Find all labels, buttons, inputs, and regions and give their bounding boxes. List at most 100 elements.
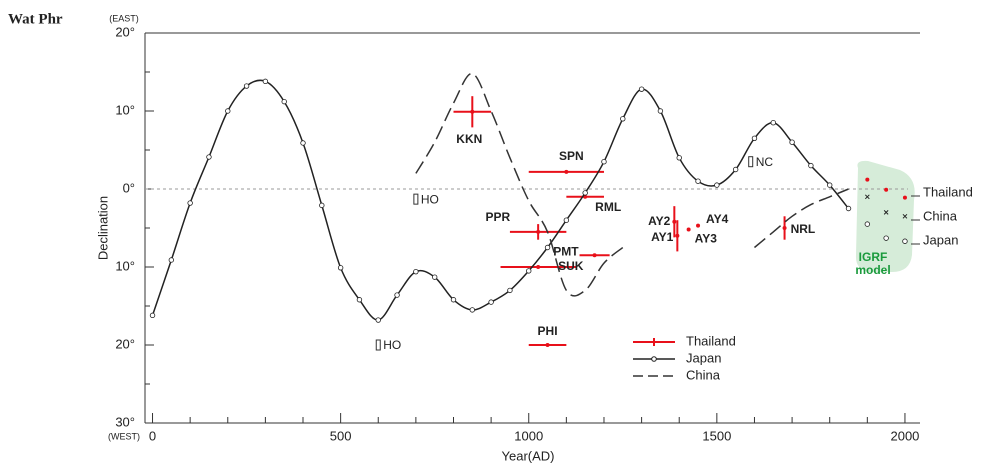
point-label: PPR xyxy=(485,210,510,224)
japan-point xyxy=(582,190,588,196)
japan-point xyxy=(394,292,400,298)
china-line xyxy=(753,188,849,249)
japan-point xyxy=(281,98,287,105)
thailand-point xyxy=(592,253,597,258)
point-label: RML xyxy=(595,200,621,214)
japan-point xyxy=(638,86,645,92)
annotation-label: HO xyxy=(383,338,401,352)
point-label: PHI xyxy=(538,324,558,338)
thailand-point xyxy=(672,219,677,224)
japan-point xyxy=(563,217,570,223)
point-label: AY1 xyxy=(651,230,674,244)
point-label: SPN xyxy=(559,149,584,163)
point-label: NRL xyxy=(791,222,816,236)
thailand-point xyxy=(782,226,787,230)
igrf-point xyxy=(865,177,870,182)
japan-point xyxy=(544,244,551,251)
japan-point xyxy=(206,154,212,160)
igrf-point xyxy=(864,194,870,200)
japan-point xyxy=(413,268,419,275)
japan-point xyxy=(808,162,814,169)
japan-point xyxy=(168,257,175,263)
igrf-point xyxy=(883,235,889,241)
china-line xyxy=(415,72,624,297)
annotation-box xyxy=(748,156,754,168)
legend-label: China xyxy=(686,367,721,382)
japan-point xyxy=(601,158,607,165)
japan-point xyxy=(450,297,457,303)
y-tick-label: 30° xyxy=(115,414,135,429)
point-label: AY4 xyxy=(706,212,729,226)
thailand-point xyxy=(686,227,691,232)
point-label: SUK xyxy=(558,259,584,273)
thailand-point xyxy=(536,265,541,269)
x-tick-label: 1500 xyxy=(702,428,731,443)
igrf-series-label: Thailand xyxy=(923,184,973,199)
y-top-note: (EAST) xyxy=(109,13,139,23)
point-label: PMT xyxy=(553,244,579,258)
igrf-label: IGRF model xyxy=(855,250,890,277)
igrf-point xyxy=(883,210,889,215)
igrf-point xyxy=(884,187,889,192)
thailand-point xyxy=(536,229,541,234)
japan-point xyxy=(356,297,363,303)
japan-point xyxy=(187,200,193,206)
japan-point xyxy=(469,307,476,313)
x-axis-label: Year(AD) xyxy=(502,448,555,463)
thailand-point xyxy=(675,233,680,238)
japan-point xyxy=(488,299,494,305)
japan-point xyxy=(732,166,739,173)
annotation-box xyxy=(375,339,381,351)
y-bottom-note: (WEST) xyxy=(108,431,140,441)
legend-swatch xyxy=(651,356,657,362)
japan-point xyxy=(845,205,852,212)
japan-point xyxy=(676,155,682,161)
japan-point xyxy=(262,78,269,85)
x-tick-label: 0 xyxy=(149,428,156,443)
annotation-box xyxy=(413,193,419,205)
japan-point xyxy=(657,108,664,114)
x-tick-label: 500 xyxy=(330,428,352,443)
igrf-point xyxy=(902,238,908,244)
y-tick-label: 20° xyxy=(115,24,135,39)
japan-point xyxy=(319,202,325,209)
japan-point xyxy=(507,287,513,294)
japan-point xyxy=(620,116,626,122)
thailand-point xyxy=(696,223,701,228)
annotation-label: HO xyxy=(421,192,439,206)
igrf-point xyxy=(902,213,908,219)
thailand-point xyxy=(545,343,550,347)
igrf-series-label: Japan xyxy=(923,232,958,247)
x-tick-label: 2000 xyxy=(890,428,919,443)
japan-point xyxy=(375,317,381,323)
point-label: KKN xyxy=(456,132,482,146)
igrf-region xyxy=(855,160,915,272)
page-title: Wat Phr xyxy=(8,11,63,27)
japan-point xyxy=(243,83,250,89)
igrf-point xyxy=(902,195,907,200)
point-label: AY2 xyxy=(648,214,671,228)
x-tick-label: 1000 xyxy=(514,428,543,443)
y-axis-label: Declination xyxy=(95,196,110,260)
igrf-point xyxy=(864,221,871,227)
japan-point xyxy=(714,182,720,188)
japan-point xyxy=(300,140,306,146)
igrf-series-label: China xyxy=(923,208,958,223)
legend-label: Thailand xyxy=(686,333,736,348)
y-tick-label: 20° xyxy=(115,336,135,351)
y-tick-label: 10° xyxy=(115,102,135,117)
japan-line xyxy=(151,79,850,321)
japan-point xyxy=(789,139,795,145)
thailand-point xyxy=(564,169,569,174)
thailand-point xyxy=(470,109,475,114)
japan-point xyxy=(695,178,701,184)
japan-point xyxy=(337,265,344,271)
japan-point xyxy=(526,268,532,274)
japan-point xyxy=(225,108,231,114)
japan-point xyxy=(751,135,758,141)
japan-point xyxy=(431,274,438,280)
annotation-label: NC xyxy=(756,155,774,169)
japan-point xyxy=(827,182,833,188)
y-tick-label: 0° xyxy=(123,180,135,195)
point-label: AY3 xyxy=(695,232,718,246)
